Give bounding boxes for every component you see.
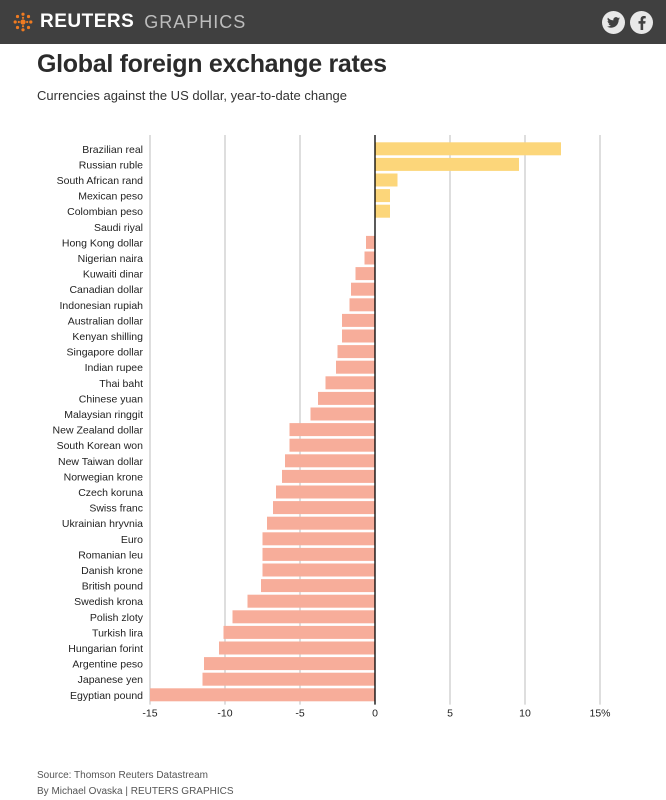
bar [342,313,375,327]
twitter-share-button[interactable] [602,11,625,34]
bar [282,469,375,483]
category-label: British pound [82,581,143,593]
bar [202,672,375,686]
brand-name: REUTERS [40,11,135,32]
bar [247,594,375,608]
bar [273,501,375,515]
category-label: Australian dollar [68,315,144,327]
bar [150,688,375,702]
category-label: Swedish krona [74,596,143,608]
bar [351,282,375,296]
twitter-icon [607,17,620,28]
category-label: Indian rupee [85,362,144,374]
bar [285,454,375,468]
category-label: Chinese yuan [79,393,143,405]
category-label: Saudi riyal [94,222,143,234]
category-label: Brazilian real [82,144,143,156]
subtitle: Currencies against the US dollar, year-t… [37,88,348,103]
category-label: Norwegian krone [64,471,144,483]
x-tick-label: 0 [372,708,378,720]
reuters-logo-icon [13,12,33,32]
x-tick-label: 10 [519,708,531,720]
category-label: Japanese yen [78,674,144,686]
category-label: Indonesian rupiah [60,300,144,312]
category-label: New Zealand dollar [53,425,144,437]
category-label: Canadian dollar [69,284,143,296]
category-label: Danish krone [81,565,143,577]
brand[interactable]: REUTERS GRAPHICS [12,10,246,34]
category-label: South African rand [57,175,144,187]
category-label: Mexican peso [78,191,143,203]
facebook-share-button[interactable] [630,11,653,34]
category-label: New Taiwan dollar [58,456,144,468]
bar [375,142,561,156]
bar [375,189,390,203]
category-label: Euro [121,534,143,546]
bar [375,204,390,218]
x-tick-label: 15% [589,708,610,720]
category-label: Czech koruna [78,487,143,499]
bar [232,610,375,624]
category-label: Hong Kong dollar [62,237,144,249]
x-tick-label: 5 [447,708,453,720]
source-note: Source: Thomson Reuters Datastream [37,770,209,781]
category-label: Polish zloty [90,612,144,624]
bar [366,235,375,249]
category-label: Russian ruble [79,159,143,171]
byline: By Michael Ovaska | REUTERS GRAPHICS [37,786,234,797]
bar [342,329,375,343]
category-label: Nigerian naira [78,253,144,265]
x-tick-label: -10 [217,708,232,720]
bar [262,563,375,577]
brand-section: GRAPHICS [144,11,247,32]
bar [204,657,375,671]
bar [262,532,375,546]
bar [261,579,375,593]
category-label: Thai baht [99,378,143,390]
bar [219,641,375,655]
bar [375,173,398,187]
facebook-icon [638,15,646,30]
page-title: Global foreign exchange rates [37,50,387,78]
bar [325,376,375,390]
category-label: Egyptian pound [70,690,143,702]
bar [355,267,375,281]
bar [337,345,375,359]
category-label: South Korean won [57,440,144,452]
x-tick-label: -15 [142,708,157,720]
bar [375,157,519,171]
category-label: Swiss franc [89,503,143,515]
bar [364,251,375,265]
category-label: Romanian leu [78,549,143,561]
category-label: Kenyan shilling [72,331,143,343]
bar [267,516,375,530]
category-label: Singapore dollar [67,347,144,359]
category-label: Argentine peso [72,659,143,671]
bar [223,625,375,639]
category-label: Turkish lira [92,627,143,639]
x-tick-label: -5 [295,708,304,720]
category-label: Malaysian ringgit [64,409,143,421]
category-label: Hungarian forint [68,643,143,655]
bar [336,360,375,374]
bar [276,485,375,499]
category-label: Colombian peso [67,206,143,218]
bar [289,423,375,437]
bar [349,298,375,312]
category-label: Ukrainian hryvnia [62,518,143,530]
bar [318,391,375,405]
bar [310,407,375,421]
top-bar: REUTERS GRAPHICS [0,0,666,44]
bar [289,438,375,452]
bar [262,547,375,561]
category-label: Kuwaiti dinar [83,269,144,281]
